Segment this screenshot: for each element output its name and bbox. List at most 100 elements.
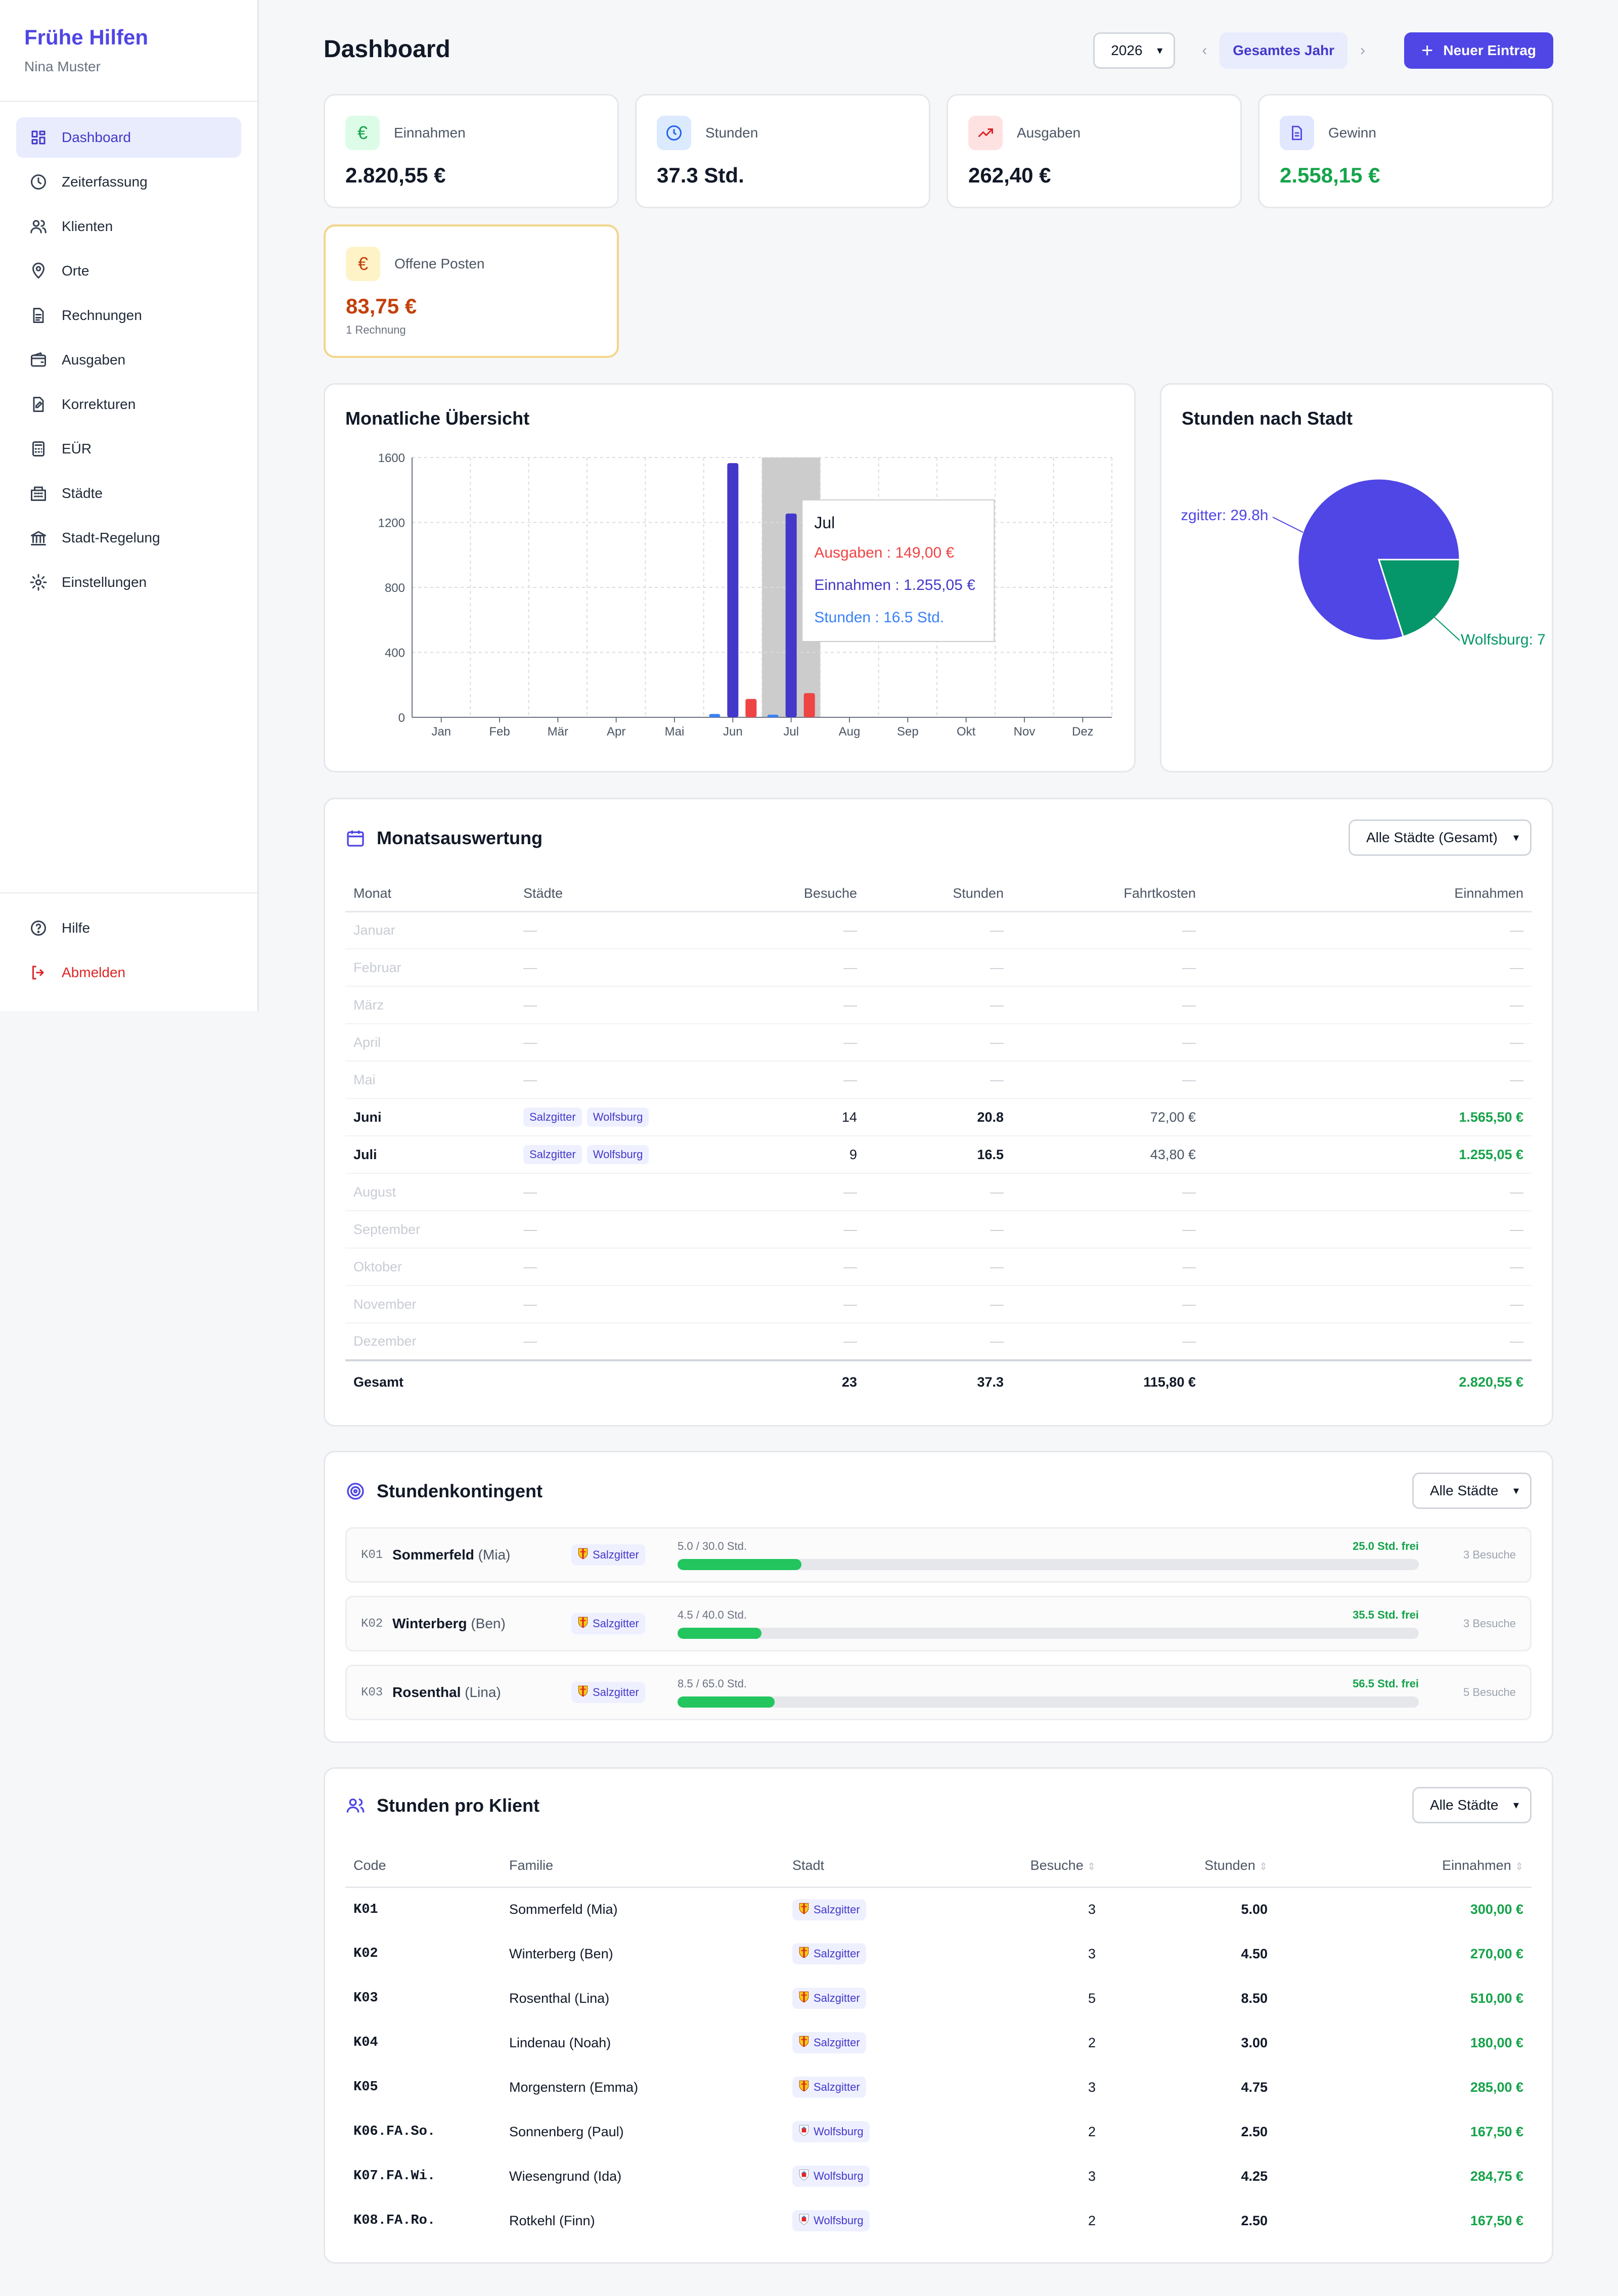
quota-row[interactable]: K03 Rosenthal (Lina) Salzgitter 8.5 / 65.0 … [345, 1665, 1532, 1720]
einnahmen-cell: — [1196, 949, 1532, 987]
table-row[interactable]: K07.FA.Wi. Wiesengrund (Ida) Wolfsburg 3 4.2… [345, 2154, 1532, 2198]
table-row[interactable]: K04 Lindenau (Noah) Salzgitter 2 3.00 180,00 … [345, 2021, 1532, 2065]
col-header-sortable[interactable]: Stunden ⇕ [1096, 1845, 1268, 1887]
city-filter-select[interactable]: Alle Städte (Gesamt) ▾ [1349, 819, 1532, 856]
quota-row[interactable]: K02 Winterberg (Ben) Salzgitter 4.5 / 40.0 … [345, 1596, 1532, 1651]
table-row[interactable]: K01 Sommerfeld (Mia) Salzgitter 3 5.00 300,00… [345, 1887, 1532, 1932]
besuche-cell: 2 [1088, 2124, 1096, 2139]
year-select[interactable]: 2026 ▾ [1093, 32, 1176, 69]
quota-used: 4.5 / 40.0 Std. [678, 1609, 747, 1621]
y-tick-label: 0 [398, 711, 405, 725]
col-header-sortable[interactable]: Einnahmen ⇕ [1268, 1845, 1532, 1887]
table-row: Oktober — — — — — [345, 1248, 1532, 1286]
sidebar-item-dashboard[interactable]: Dashboard [16, 117, 241, 158]
besuche-cell: 9 [746, 1136, 857, 1174]
besuche-cell: 14 [746, 1098, 857, 1136]
x-tick-label: Nov [1014, 725, 1036, 739]
table-row: Mai — — — — — [345, 1061, 1532, 1099]
total-einnahmen: 2.820,55 € [1459, 1374, 1523, 1390]
table-row[interactable]: K03 Rosenthal (Lina) Salzgitter 5 8.50 510,00… [345, 1976, 1532, 2021]
sidebar-item-stadt-regelung[interactable]: Stadt-Regelung [16, 518, 241, 558]
hours-per-client-card: Stunden pro Klient Alle Städte ▾ Code Fa… [324, 1767, 1553, 2264]
month-cell: September [345, 1211, 523, 1249]
sidebar-item-einstellungen[interactable]: Einstellungen [16, 562, 241, 603]
sidebar-item-orte[interactable]: Orte [16, 251, 241, 291]
quota-city-filter[interactable]: Alle Städte ▾ [1412, 1473, 1532, 1509]
table-row[interactable]: K06.FA.So. Sonnenberg (Paul) Wolfsburg 2 2.5… [345, 2109, 1532, 2154]
city-crest-icon [577, 1547, 593, 1563]
city-tag: Wolfsburg [792, 2121, 870, 2142]
besuche-cell: — [746, 1211, 857, 1249]
besuche-cell: 3 [1088, 2079, 1096, 2095]
quota-progress: 8.5 / 65.0 Std. 56.5 Std. frei [678, 1677, 1419, 1708]
city-pie-chart[interactable]: zgitter: 29.8h Wolfsburg: 7. [1182, 461, 1545, 723]
pie-slice-1[interactable] [1377, 559, 1461, 638]
month-cell: Mai [345, 1061, 523, 1099]
client-city-filter[interactable]: Alle Städte ▾ [1412, 1787, 1532, 1823]
new-entry-button[interactable]: + Neuer Eintrag [1404, 32, 1553, 69]
period-button[interactable]: Gesamtes Jahr [1220, 32, 1348, 69]
bar-einnahmen [727, 463, 739, 717]
quota-used: 8.5 / 65.0 Std. [678, 1677, 747, 1690]
prev-period-button[interactable]: ‹ [1189, 32, 1220, 69]
family-cell: Sommerfeld (Mia) [509, 1902, 618, 1917]
besuche-cell: — [746, 1024, 857, 1062]
family-name: Rosenthal [392, 1684, 461, 1700]
city-label: Salzgitter [814, 2081, 860, 2093]
client-table-body: K01 Sommerfeld (Mia) Salzgitter 3 5.00 300,00… [345, 1887, 1532, 2243]
monthly-bar-chart[interactable]: 0 400 800 1200 1600 Jan Feb Mär Apr Mai Jun Jul Aug S… [325, 445, 1114, 759]
city-cell: Salzgitter [792, 2065, 959, 2109]
logout-button[interactable]: Abmelden [16, 952, 241, 993]
cities-cell: — [523, 949, 746, 987]
map-pin-icon [29, 262, 48, 280]
client-code: K02 [353, 1946, 378, 1961]
sidebar-item-label: Einstellungen [62, 574, 147, 590]
city-label: Salzgitter [593, 1686, 639, 1698]
stat-card-einnahmen: € Einnahmen 2.820,55 € [324, 94, 619, 208]
plus-icon: + [1421, 39, 1433, 62]
quota-row[interactable]: K01 Sommerfeld (Mia) Salzgitter 5.0 / 30.0 … [345, 1527, 1532, 1583]
sidebar-item-label: Ausgaben [62, 352, 126, 368]
file-edit-icon [29, 395, 48, 414]
tooltip-line: Stunden : 16.5 Std. [814, 609, 944, 626]
einnahmen-cell: — [1196, 1211, 1532, 1249]
y-tick-label: 1200 [378, 517, 405, 530]
pie-label-line [1434, 617, 1460, 641]
family-cell: Winterberg (Ben) [509, 1946, 613, 1961]
besuche-cell: 3 [1088, 2168, 1096, 2184]
col-header-sortable[interactable]: Besuche ⇕ [959, 1845, 1096, 1887]
toolbar: 2026 ▾ ‹ Gesamtes Jahr › + Neuer Eintrag [1093, 32, 1553, 69]
cities-cell: — [523, 986, 746, 1024]
table-row[interactable]: K08.FA.Ro. Rotkehl (Finn) Wolfsburg 2 2.50 16… [345, 2198, 1532, 2243]
next-period-button[interactable]: › [1347, 32, 1378, 69]
table-row[interactable]: K05 Morgenstern (Emma) Salzgitter 3 4.75 285,… [345, 2065, 1532, 2109]
sidebar-item-label: Klienten [62, 218, 113, 234]
stat-card-ausgaben: Ausgaben 262,40 € [947, 94, 1242, 208]
clock-icon [657, 116, 691, 150]
visit-count: 5 Besuche [1463, 1686, 1516, 1698]
sidebar-item-rechnungen[interactable]: Rechnungen [16, 295, 241, 336]
sidebar-item-ausgaben[interactable]: Ausgaben [16, 340, 241, 380]
einnahmen-cell: — [1196, 1024, 1532, 1062]
sidebar-item-zeiterfassung[interactable]: Zeiterfassung [16, 162, 241, 202]
sidebar-item-korrekturen[interactable]: Korrekturen [16, 384, 241, 425]
sidebar-item-eür[interactable]: EÜR [16, 429, 241, 469]
einnahmen-cell: 300,00 € [1470, 1902, 1523, 1917]
stat-card-offene-posten[interactable]: € Offene Posten 83,75 € 1 Rechnung [324, 224, 619, 358]
stat-value: 262,40 € [968, 163, 1051, 187]
einnahmen-cell: 167,50 € [1470, 2213, 1523, 2228]
total-label: Gesamt [353, 1374, 404, 1390]
x-tick-label: Jan [431, 725, 451, 739]
sidebar-item-klienten[interactable]: Klienten [16, 206, 241, 247]
sidebar-item-städte[interactable]: Städte [16, 473, 241, 514]
sidebar-item-hilfe[interactable]: Hilfe [16, 908, 241, 948]
monthly-table-wrap: Monat Städte Besuche Stunden Fahrtkosten… [345, 876, 1532, 1403]
city-tag: Salzgitter [523, 1108, 582, 1127]
table-row: Juni Salzgitter Wolfsburg 14 20.8 72,00 €1.56… [345, 1098, 1532, 1136]
sort-icon: ⇕ [1259, 1861, 1268, 1872]
x-tick-label: Apr [607, 725, 625, 739]
einnahmen-cell: 285,00 € [1470, 2079, 1523, 2095]
child-name: (Lina) [465, 1684, 501, 1700]
besuche-cell: — [746, 1323, 857, 1361]
table-row[interactable]: K02 Winterberg (Ben) Salzgitter 3 4.50 270,00… [345, 1932, 1532, 1976]
